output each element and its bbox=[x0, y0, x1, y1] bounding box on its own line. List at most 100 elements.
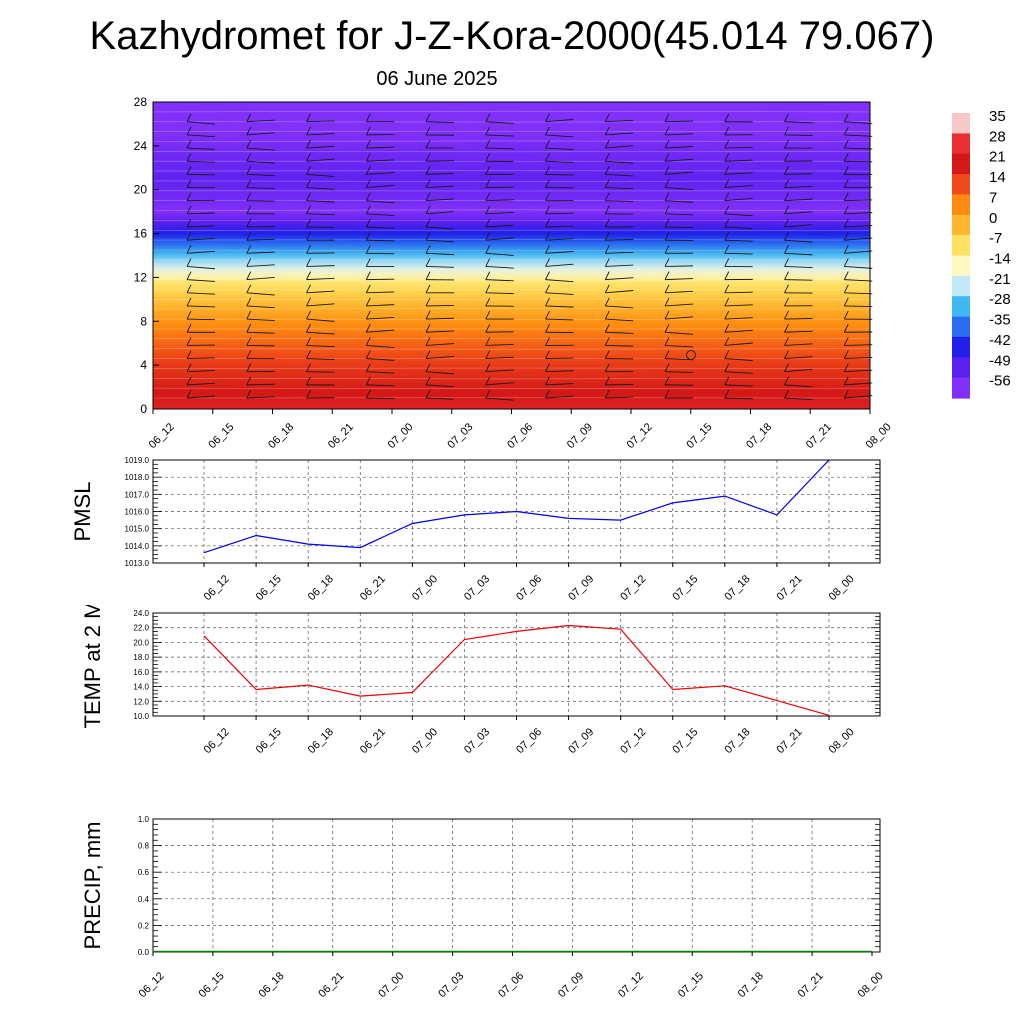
colorbar-swatch bbox=[952, 336, 970, 358]
colorbar-label: -49 bbox=[989, 352, 1011, 369]
wind-barb bbox=[485, 389, 514, 401]
wind-barb bbox=[664, 363, 694, 373]
wind-barb bbox=[545, 310, 574, 321]
wind-barb bbox=[246, 205, 275, 215]
wind-barb bbox=[485, 363, 514, 373]
wind-barb bbox=[186, 113, 216, 125]
wind-barb bbox=[365, 179, 395, 188]
x-tick-label: 06_18 bbox=[306, 573, 336, 603]
wind-barb bbox=[604, 192, 634, 202]
wind-barb bbox=[664, 324, 694, 335]
y-tick-label: 12.0 bbox=[133, 697, 149, 706]
y-tick-label: 0.6 bbox=[138, 868, 150, 877]
page-subtitle: 06 June 2025 bbox=[376, 68, 498, 90]
wind-barb bbox=[425, 363, 455, 375]
wind-barb bbox=[425, 258, 455, 268]
colorbar-label: 14 bbox=[989, 169, 1006, 186]
x-tick-label: 07_15 bbox=[670, 726, 700, 756]
y-tick-label: 1016.0 bbox=[125, 508, 150, 517]
wind-barb bbox=[724, 271, 753, 281]
y-tick-label: 16 bbox=[134, 227, 148, 241]
wind-barb bbox=[843, 337, 873, 346]
wind-barb bbox=[843, 113, 873, 125]
wind-barb bbox=[246, 192, 275, 202]
wind-barb bbox=[365, 363, 395, 374]
contour-line bbox=[152, 337, 871, 340]
x-tick-label: 07_06 bbox=[505, 421, 535, 451]
wind-barb bbox=[545, 166, 574, 176]
colorbar-label: 0 bbox=[989, 210, 997, 227]
wind-barb bbox=[365, 126, 395, 136]
wind-barb bbox=[246, 258, 275, 267]
wind-barb bbox=[425, 231, 455, 243]
wind-barb bbox=[365, 231, 395, 242]
wind-barb bbox=[604, 258, 634, 267]
x-tick-label: 08_00 bbox=[864, 421, 894, 451]
contour-line bbox=[152, 378, 871, 380]
wind-barb bbox=[545, 192, 574, 202]
y-tick-label: 14.0 bbox=[133, 683, 149, 692]
calm-wind-marker bbox=[686, 350, 696, 360]
x-tick-label: 07_06 bbox=[514, 726, 544, 756]
wind-barb bbox=[604, 245, 634, 254]
wind-barb bbox=[724, 179, 753, 188]
wind-barb bbox=[246, 376, 275, 386]
x-tick-label: 07_21 bbox=[804, 421, 834, 451]
wind-barb bbox=[784, 245, 813, 256]
x-tick-label: 07_18 bbox=[736, 970, 766, 1000]
y-tick-label: 22.0 bbox=[133, 624, 149, 633]
x-tick-label: 07_03 bbox=[462, 573, 492, 603]
x-tick-label: 06_15 bbox=[254, 726, 284, 756]
wind-barb bbox=[843, 376, 873, 386]
wind-barb bbox=[724, 297, 753, 307]
wind-barb bbox=[604, 363, 634, 373]
wind-barb bbox=[784, 153, 813, 162]
wind-barb bbox=[365, 376, 395, 387]
wind-barb bbox=[425, 245, 455, 256]
wind-barb bbox=[365, 245, 395, 255]
wind-barb bbox=[784, 205, 813, 215]
temp-chart: 10.0 12.0 14.0 16.0 18.0 20.0 22.0 24.0 06_12 06_… bbox=[80, 605, 881, 756]
x-tick-label: 07_00 bbox=[376, 970, 406, 1000]
wind-barb bbox=[485, 153, 514, 163]
wind-barb bbox=[306, 179, 335, 190]
plot-frame bbox=[152, 818, 881, 953]
x-tick-label: 07_15 bbox=[670, 573, 700, 603]
wind-barb bbox=[843, 153, 873, 163]
wind-barb bbox=[545, 218, 574, 228]
colorbar-label: 28 bbox=[989, 128, 1006, 145]
wind-barb bbox=[306, 205, 335, 216]
x-tick-label: 07_21 bbox=[775, 726, 805, 756]
wind-barb bbox=[425, 389, 455, 400]
wind-barb bbox=[186, 376, 216, 386]
wind-barb bbox=[425, 218, 455, 230]
wind-barb bbox=[843, 126, 873, 137]
wind-barb bbox=[186, 192, 216, 202]
wind-barb bbox=[604, 179, 634, 190]
x-tick-label: 06_21 bbox=[358, 573, 388, 603]
y-tick-label: 24 bbox=[134, 139, 148, 153]
x-tick-label: 06_12 bbox=[202, 726, 232, 756]
wind-barb bbox=[365, 166, 395, 175]
wind-barb bbox=[485, 258, 514, 269]
wind-barb bbox=[664, 350, 694, 361]
wind-barb bbox=[306, 337, 335, 348]
wind-barb bbox=[306, 258, 335, 267]
wind-barb bbox=[186, 324, 216, 333]
wind-barb bbox=[485, 284, 514, 295]
wind-barb bbox=[485, 245, 514, 256]
contour-line bbox=[152, 110, 871, 113]
wind-barb bbox=[186, 205, 216, 215]
wind-barb bbox=[485, 126, 514, 137]
wind-barb bbox=[843, 205, 873, 215]
x-tick-label: 07_03 bbox=[436, 970, 466, 1000]
x-tick-label: 07_03 bbox=[462, 726, 492, 756]
wind-barb bbox=[843, 363, 873, 373]
series-line bbox=[203, 624, 830, 716]
wind-barb bbox=[365, 310, 395, 320]
series-line bbox=[203, 459, 830, 554]
wind-barb bbox=[186, 297, 216, 308]
wind-barb bbox=[724, 284, 753, 294]
wind-barb bbox=[664, 153, 694, 162]
